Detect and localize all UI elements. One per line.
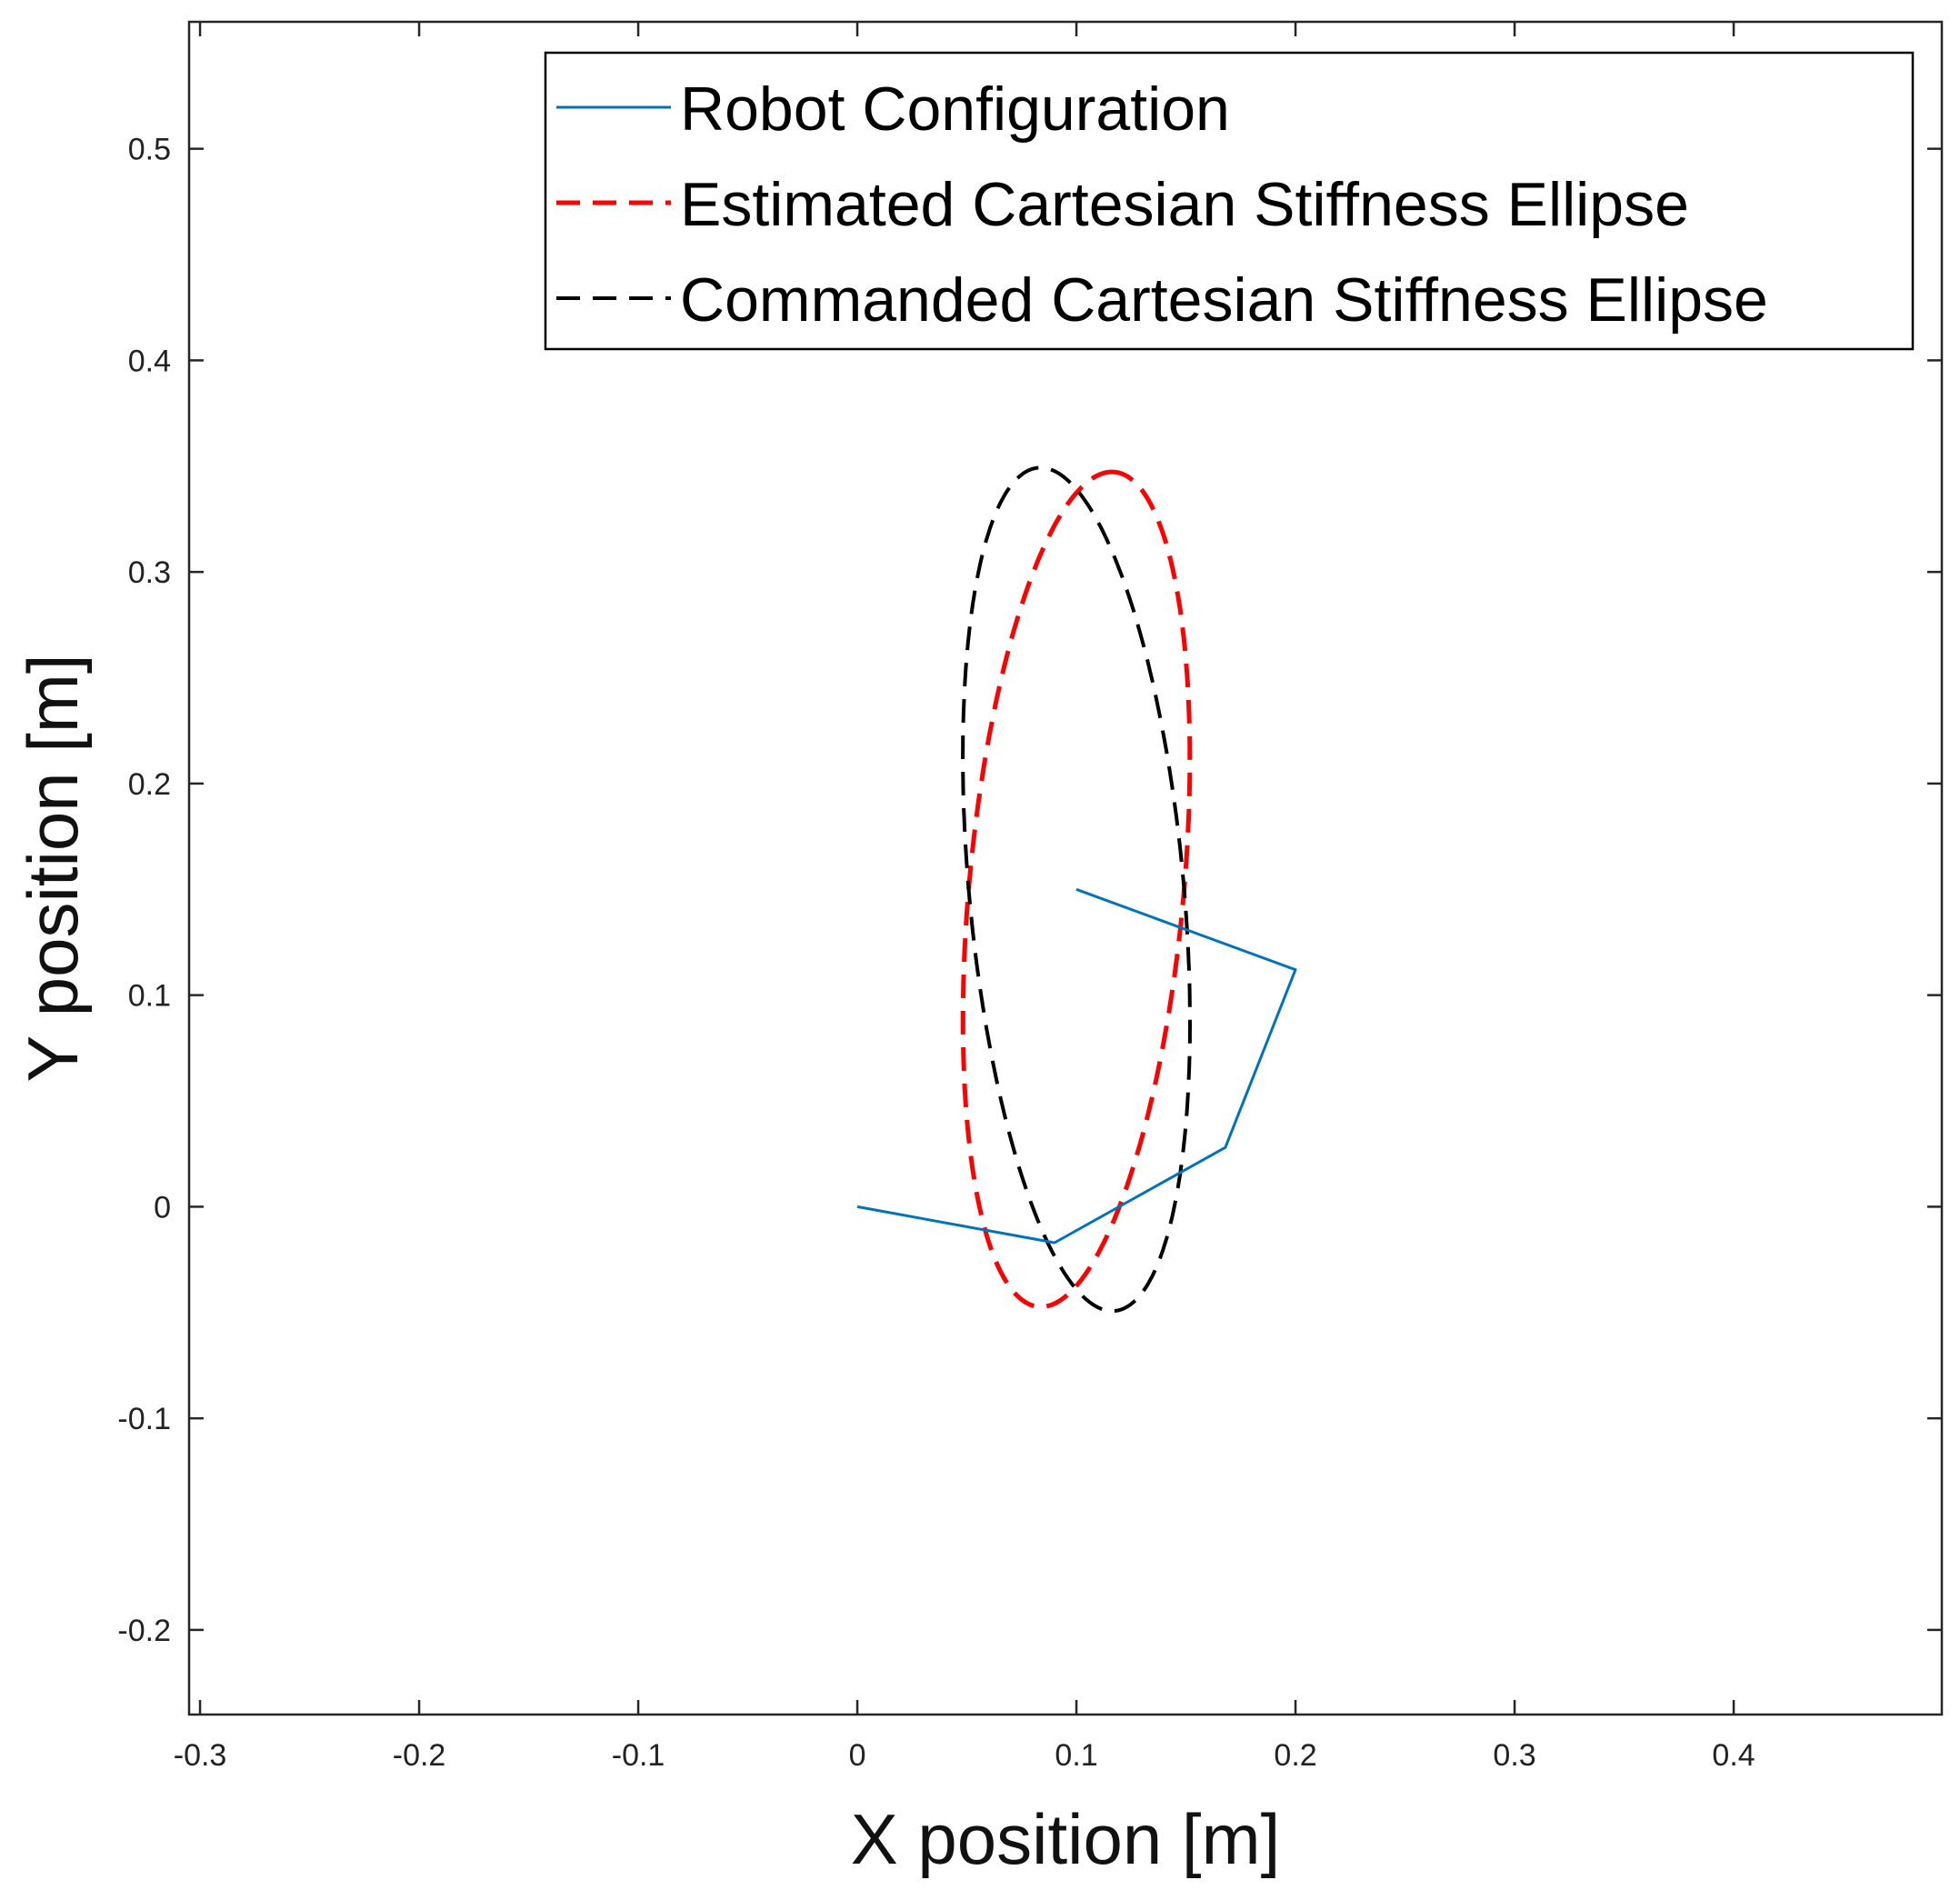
x-tick-label: 0 — [849, 1738, 866, 1773]
y-tick-label: 0.1 — [128, 979, 171, 1014]
series-robot-configuration — [856, 887, 1297, 1245]
y-tick-label: 0.4 — [128, 344, 171, 378]
legend-entry-robot-configuration: Robot Configuration — [680, 75, 1230, 144]
y-tick-label: 0.3 — [128, 555, 171, 590]
x-axis-label: X position [m] — [851, 1799, 1281, 1879]
legend-entry-commanded-ellipse: Commanded Cartesian Stiffness Ellipse — [680, 265, 1768, 335]
y-tick-label: 0 — [154, 1190, 171, 1225]
series-layer — [856, 465, 1297, 1314]
series-commanded-cartesian-stiffness-ellipse — [961, 465, 1192, 1314]
y-tick-label: 0.5 — [128, 133, 171, 167]
x-tick-label: 0.3 — [1493, 1738, 1535, 1773]
series-estimated-cartesian-stiffness-ellipse — [960, 469, 1193, 1309]
y-axis-label: Y position [m] — [13, 654, 93, 1082]
legend-entry-estimated-ellipse: Estimated Cartesian Stiffness Ellipse — [680, 170, 1689, 239]
x-tick-label: 0.2 — [1274, 1738, 1316, 1773]
x-tick-label: -0.2 — [393, 1738, 446, 1773]
x-tick-label: 0.1 — [1055, 1738, 1097, 1773]
legend: Robot Configuration Estimated Cartesian … — [544, 51, 1915, 351]
x-tick-label: -0.1 — [612, 1738, 665, 1773]
y-tick-label: -0.2 — [117, 1614, 171, 1648]
y-tick-label: -0.1 — [117, 1402, 171, 1436]
x-tick-label: 0.4 — [1712, 1738, 1755, 1773]
y-axis-ticks: -0.2 -0.1 0 0.1 0.2 0.3 0.4 0.5 — [117, 133, 1942, 1648]
plot-frame — [187, 20, 1944, 1716]
x-axis-ticks: -0.3 -0.2 -0.1 0 0.1 0.2 0.3 0.4 — [174, 22, 1755, 1773]
x-tick-label: -0.3 — [174, 1738, 227, 1773]
legend-box — [544, 51, 1915, 351]
y-tick-label: 0.2 — [128, 767, 171, 802]
